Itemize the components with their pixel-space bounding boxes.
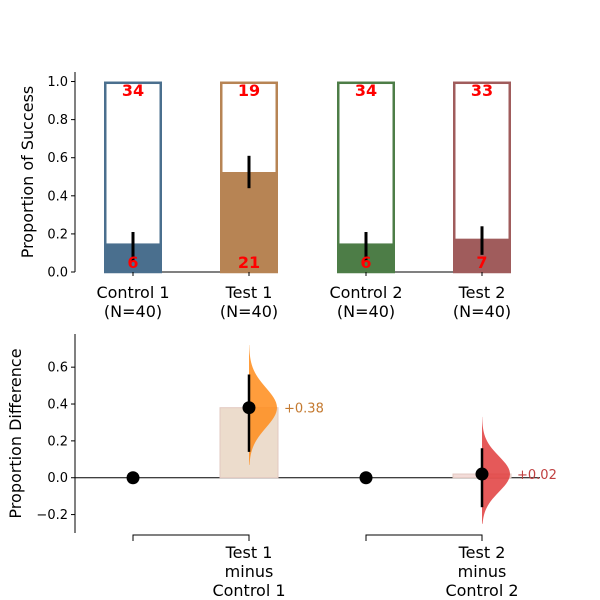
failure-count-label: 33 — [471, 81, 493, 100]
y-tick-label: −0.2 — [36, 508, 68, 523]
category-label: Test 1 — [225, 283, 273, 302]
y-tick-label: 1.0 — [47, 75, 68, 90]
control-reference-dot — [126, 471, 140, 485]
comparison-label: minus — [458, 562, 507, 581]
delta-value-label: +0.38 — [284, 402, 324, 417]
success-count-label: 6 — [127, 253, 138, 272]
comparison-bracket — [365, 534, 483, 541]
y-tick-label: 0.0 — [47, 266, 68, 281]
delta-value-label: +0.02 — [517, 468, 557, 483]
comparison-label: Test 2 — [458, 543, 506, 562]
comparison-label: minus — [225, 562, 274, 581]
delta-point — [242, 401, 256, 415]
y-axis-title: Proportion Difference — [6, 348, 25, 518]
sample-size-label: (N=40) — [453, 302, 511, 321]
y-tick-label: 0.4 — [47, 398, 68, 413]
delta-point — [475, 467, 489, 481]
sample-size-label: (N=40) — [337, 302, 395, 321]
bootstrap-distribution — [249, 345, 277, 465]
y-tick-label: 0.6 — [47, 151, 68, 166]
category-label: Control 1 — [96, 283, 169, 302]
success-count-label: 7 — [476, 253, 487, 272]
bottom-panel-difference-plot: −0.2 0.0 0.2 0.4 0.6 Proportion Difference +0.… — [6, 334, 557, 600]
sample-size-label: (N=40) — [220, 302, 278, 321]
failure-count-label: 34 — [122, 81, 144, 100]
control-reference-dot — [359, 471, 373, 485]
y-tick-label: 0.8 — [47, 113, 68, 128]
category-label: Test 2 — [458, 283, 506, 302]
category-label: Control 2 — [329, 283, 402, 302]
comparison-label: Control 2 — [445, 581, 518, 600]
y-axis-title: Proportion of Success — [18, 86, 37, 259]
y-tick-label: 0.4 — [47, 189, 68, 204]
y-tick-label: 0.0 — [47, 471, 68, 486]
success-bar — [220, 172, 278, 272]
bootstrap-distribution — [482, 416, 510, 524]
success-count-label: 21 — [238, 253, 260, 272]
failure-count-label: 19 — [238, 81, 260, 100]
comparison-bracket — [132, 534, 250, 541]
sample-size-label: (N=40) — [104, 302, 162, 321]
y-tick-label: 0.2 — [47, 227, 68, 242]
success-count-label: 6 — [360, 253, 371, 272]
y-tick-label: 0.2 — [47, 434, 68, 449]
failure-count-label: 34 — [355, 81, 377, 100]
top-panel-proportion-plot: 0.0 0.2 0.4 0.6 0.8 1.0 Proportion of Success 3… — [18, 72, 511, 321]
y-tick-label: 0.6 — [47, 361, 68, 376]
comparison-label: Control 1 — [212, 581, 285, 600]
comparison-label: Test 1 — [225, 543, 273, 562]
